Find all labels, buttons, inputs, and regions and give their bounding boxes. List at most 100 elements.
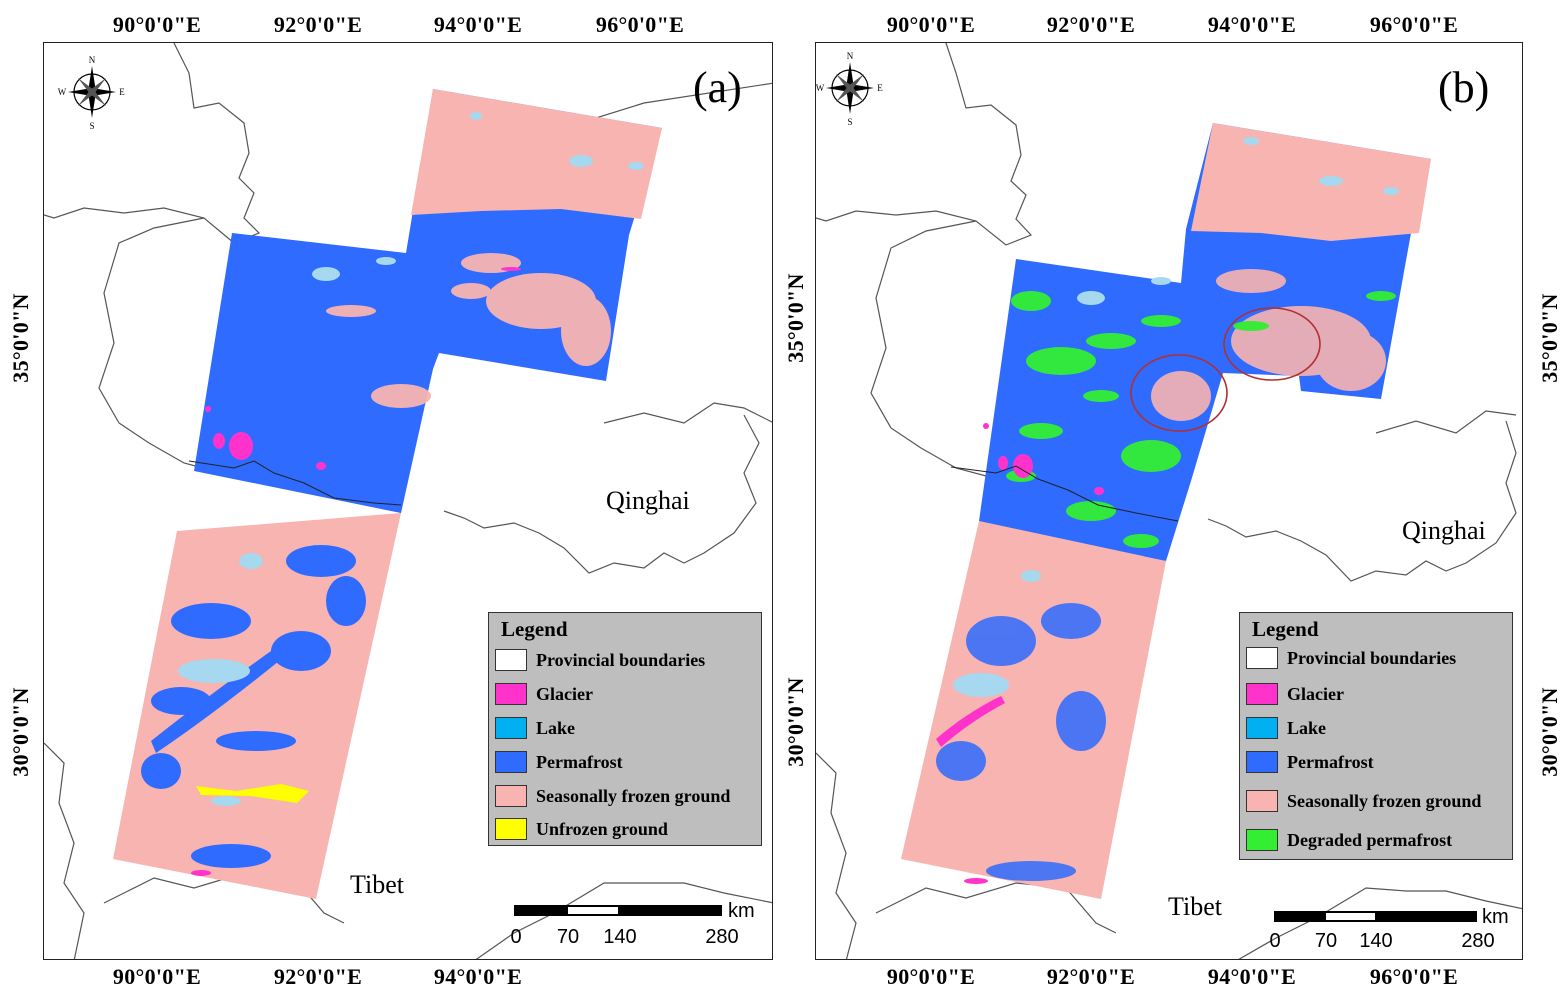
scale-label: 140 [1359,930,1393,952]
legend-item: Provincial boundaries [1246,644,1456,672]
region-label-tibet: Tibet [1168,892,1222,921]
region-label-qinghai: Qinghai [1402,516,1486,545]
scale-unit: km [1482,906,1509,928]
legend-label: Glacier [536,683,593,704]
legend-label: Seasonally frozen ground [536,785,731,806]
legend-item: Provincial boundaries [495,646,705,674]
legend-item: Permafrost [495,748,623,776]
legend-box: Legend Provincial boundaries Glacier Lak… [488,612,762,846]
legend-box: Legend Provincial boundaries Glacier Lak… [1239,612,1513,860]
province-border [950,465,1179,522]
x-tick-top: 96°0'0"E [595,12,685,37]
legend-swatch [1246,647,1278,669]
legend-title: Legend [501,617,568,641]
scale-label: 280 [1461,930,1495,952]
legend-swatch [495,785,527,807]
legend-swatch [495,818,527,840]
y-tick-right: 35°0'0"N [1537,293,1562,383]
legend-item: Degraded permafrost [1246,826,1452,854]
y-tick-left: 35°0'0"N [783,273,808,363]
legend-swatch [1246,790,1278,812]
province-border [188,460,402,506]
legend-label: Lake [536,717,576,738]
x-tick-top: 94°0'0"E [1207,12,1297,37]
x-tick-bottom: 96°0'0"E [1369,964,1459,989]
compass-n: N [847,51,854,61]
x-tick-top: 90°0'0"E [112,12,202,37]
legend-label: Lake [1287,717,1327,738]
legend-item: Glacier [495,680,593,708]
map-panel-b: 90°0'0"E 92°0'0"E 94°0'0"E 96°0'0"E 35°0… [783,0,1568,1006]
x-tick-bottom: 92°0'0"E [273,964,363,989]
scale-bar [1274,910,1480,929]
panel-label: (a) [693,63,742,112]
legend-title: Legend [1252,617,1319,641]
scale-bar-graphic [514,905,722,916]
compass-rose-icon: N S E W [816,51,884,126]
legend-swatch [495,751,527,773]
scale-bar-graphic [1274,911,1477,922]
compass-e: E [119,87,125,97]
x-tick-bottom: 90°0'0"E [112,964,202,989]
y-tick-left: 30°0'0"N [783,677,808,767]
map-frame-b [815,42,1523,960]
compass-rose-icon: N S E W [58,55,126,130]
provincial-boundaries [816,43,1522,959]
compass-w: W [58,87,67,97]
provincial-boundaries [44,43,772,959]
legend-item: Seasonally frozen ground [1246,787,1481,815]
x-tick-top: 90°0'0"E [886,12,976,37]
scale-unit: km [728,900,755,922]
legend-swatch [1246,751,1278,773]
y-tick-left: 30°0'0"N [8,687,33,777]
scale-label: 140 [603,926,637,948]
legend-swatch [1246,717,1278,739]
legend-swatch [495,649,527,671]
legend-item: Unfrozen ground [495,815,668,843]
legend-label: Permafrost [536,751,623,772]
x-tick-bottom: 90°0'0"E [886,964,976,989]
map-canvas-b [816,43,1522,959]
legend-item: Seasonally frozen ground [495,782,730,810]
scale-label: 280 [705,926,739,948]
map-panel-a: 90°0'0"E 92°0'0"E 94°0'0"E 96°0'0"E 35°0… [8,12,773,989]
region-label-tibet: Tibet [350,870,404,899]
x-tick-top: 92°0'0"E [273,12,363,37]
legend-swatch [1246,829,1278,851]
compass-s: S [89,121,94,130]
legend-label: Glacier [1287,683,1344,704]
legend-label: Provincial boundaries [536,649,706,670]
scale-label: 70 [1314,930,1338,952]
legend-label: Seasonally frozen ground [1287,790,1482,811]
legend-item: Lake [1246,714,1326,742]
x-tick-top: 94°0'0"E [433,12,523,37]
legend-item: Glacier [1246,680,1344,708]
legend-label: Provincial boundaries [1287,647,1457,668]
x-tick-top: 92°0'0"E [1046,12,1136,37]
x-tick-bottom: 92°0'0"E [1046,964,1136,989]
x-tick-bottom: 94°0'0"E [1207,964,1297,989]
compass-n: N [89,55,96,65]
region-label-qinghai: Qinghai [606,486,690,515]
legend-item: Lake [495,714,575,742]
legend-label: Unfrozen ground [536,818,668,839]
scale-label: 0 [510,926,522,948]
legend-item: Permafrost [1246,748,1374,776]
x-tick-bottom: 94°0'0"E [433,964,523,989]
legend-swatch [495,683,527,705]
panel-label: (b) [1438,63,1490,112]
legend-label: Permafrost [1287,751,1374,772]
legend-label: Degraded permafrost [1287,829,1453,850]
legend-swatch [1246,683,1278,705]
y-tick-right: 30°0'0"N [1537,687,1562,777]
scale-label: 0 [1269,930,1281,952]
x-tick-top: 96°0'0"E [1369,12,1459,37]
y-tick-left: 35°0'0"N [8,293,33,383]
map-canvas-a [44,43,772,959]
scale-bar [514,904,724,923]
legend-swatch [495,717,527,739]
compass-w: W [816,83,825,93]
compass-s: S [847,117,852,126]
scale-label: 70 [556,926,580,948]
compass-e: E [877,83,883,93]
